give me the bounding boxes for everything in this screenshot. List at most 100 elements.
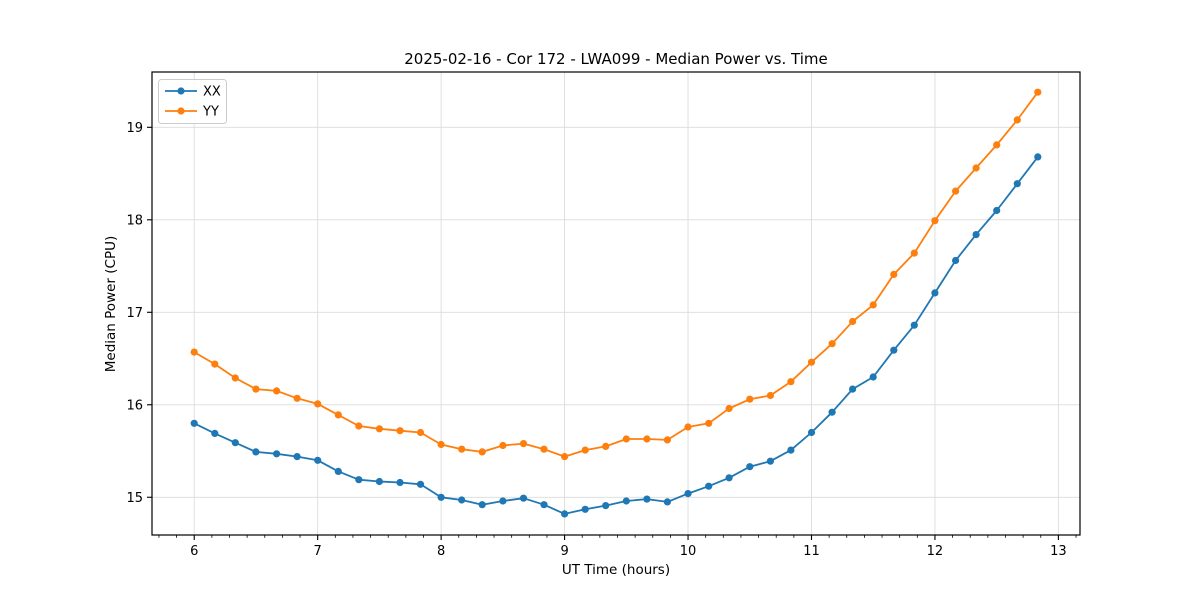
data-point-XX [972, 231, 980, 239]
data-point-YY [499, 441, 507, 450]
x-tick-label: 7 [314, 544, 322, 559]
x-tick-label: 12 [927, 544, 944, 559]
data-point-XX [890, 346, 898, 354]
series-YY-line [193, 91, 1039, 458]
data-point-XX [766, 457, 775, 465]
data-point-XX [252, 448, 260, 456]
data-point-XX [807, 428, 816, 437]
data-point-YY [334, 411, 342, 419]
x-tick-label: 9 [560, 544, 568, 559]
data-point-XX [725, 474, 733, 482]
data-point-YY [1013, 116, 1021, 124]
data-point-XX [828, 408, 836, 416]
x-tick-label: 6 [190, 544, 198, 559]
data-point-YY [952, 187, 960, 195]
data-point-YY [602, 442, 610, 450]
data-point-YY [910, 249, 918, 257]
data-point-XX [643, 495, 651, 503]
data-point-XX [293, 453, 301, 461]
y-tick-label: 19 [126, 121, 143, 136]
legend-marker [177, 107, 185, 115]
data-point-XX [663, 498, 672, 506]
data-point-XX [211, 429, 219, 437]
data-point-YY [252, 385, 260, 393]
data-point-YY [396, 427, 404, 435]
data-point-YY [293, 394, 301, 402]
data-point-YY [581, 446, 589, 454]
data-point-XX [869, 373, 877, 381]
y-tick-label: 15 [126, 491, 143, 506]
data-point-XX [910, 321, 918, 329]
series-XX-line [193, 156, 1039, 515]
data-point-YY [828, 340, 836, 348]
data-point-YY [314, 400, 322, 408]
data-point-XX [684, 490, 692, 498]
data-point-YY [478, 448, 486, 456]
data-point-XX [581, 505, 589, 513]
data-point-YY [519, 440, 528, 448]
data-point-XX [787, 446, 795, 454]
data-point-XX [478, 501, 486, 509]
data-point-XX [540, 501, 548, 509]
data-point-XX [190, 419, 198, 427]
x-tick-label: 11 [803, 544, 820, 559]
data-point-YY [355, 422, 363, 430]
data-point-YY [375, 425, 383, 433]
x-tick-label: 8 [437, 544, 445, 559]
data-point-YY [725, 404, 733, 413]
data-point-YY [540, 445, 548, 453]
data-point-YY [437, 440, 445, 449]
series-group [190, 88, 1042, 518]
x-tick-label: 13 [1050, 544, 1067, 559]
legend: XX YY [158, 79, 227, 124]
data-point-YY [1034, 88, 1042, 96]
legend-marker [177, 87, 185, 95]
data-point-YY [416, 428, 425, 437]
data-point-XX [273, 450, 281, 458]
data-point-YY [849, 317, 857, 326]
data-point-XX [746, 463, 754, 471]
data-point-YY [273, 387, 281, 395]
data-point-XX [519, 494, 528, 502]
tick-labels: 6 7 8 9 10 11 12 13 15 16 17 18 19 [126, 121, 1066, 559]
data-point-YY [684, 423, 692, 431]
legend-label: XX [203, 85, 221, 100]
data-point-XX [396, 478, 404, 487]
data-point-XX [437, 493, 445, 501]
data-point-YY [993, 141, 1001, 149]
data-point-YY [561, 453, 569, 461]
data-point-YY [622, 435, 630, 443]
data-point-YY [890, 270, 898, 278]
data-point-XX [705, 482, 713, 490]
data-point-XX [952, 256, 960, 265]
data-point-XX [849, 385, 857, 393]
y-tick-label: 16 [126, 398, 143, 413]
data-point-YY [869, 301, 877, 309]
data-point-YY [807, 358, 816, 366]
data-point-XX [231, 439, 239, 447]
data-point-XX [1034, 153, 1042, 161]
data-point-YY [787, 378, 795, 386]
data-point-XX [314, 456, 322, 464]
axis-ticks [147, 126, 1077, 540]
x-tick-label: 10 [680, 544, 697, 559]
y-axis-label: Median Power (CPU) [103, 236, 119, 372]
chart-title: 2025-02-16 - Cor 172 - LWA099 - Median P… [404, 50, 828, 68]
data-point-XX [416, 480, 425, 488]
data-point-XX [602, 502, 610, 510]
data-point-XX [993, 206, 1001, 215]
data-point-XX [375, 477, 383, 486]
data-point-YY [643, 435, 651, 443]
data-point-XX [334, 467, 342, 475]
data-point-XX [622, 497, 630, 505]
data-point-XX [458, 496, 466, 504]
data-point-YY [972, 164, 980, 172]
data-point-YY [705, 419, 713, 427]
gridlines [152, 72, 1080, 535]
data-point-XX [355, 476, 363, 484]
plot-border [151, 71, 1081, 536]
data-point-YY [766, 391, 775, 400]
data-point-XX [561, 510, 569, 518]
data-point-XX [931, 289, 939, 297]
